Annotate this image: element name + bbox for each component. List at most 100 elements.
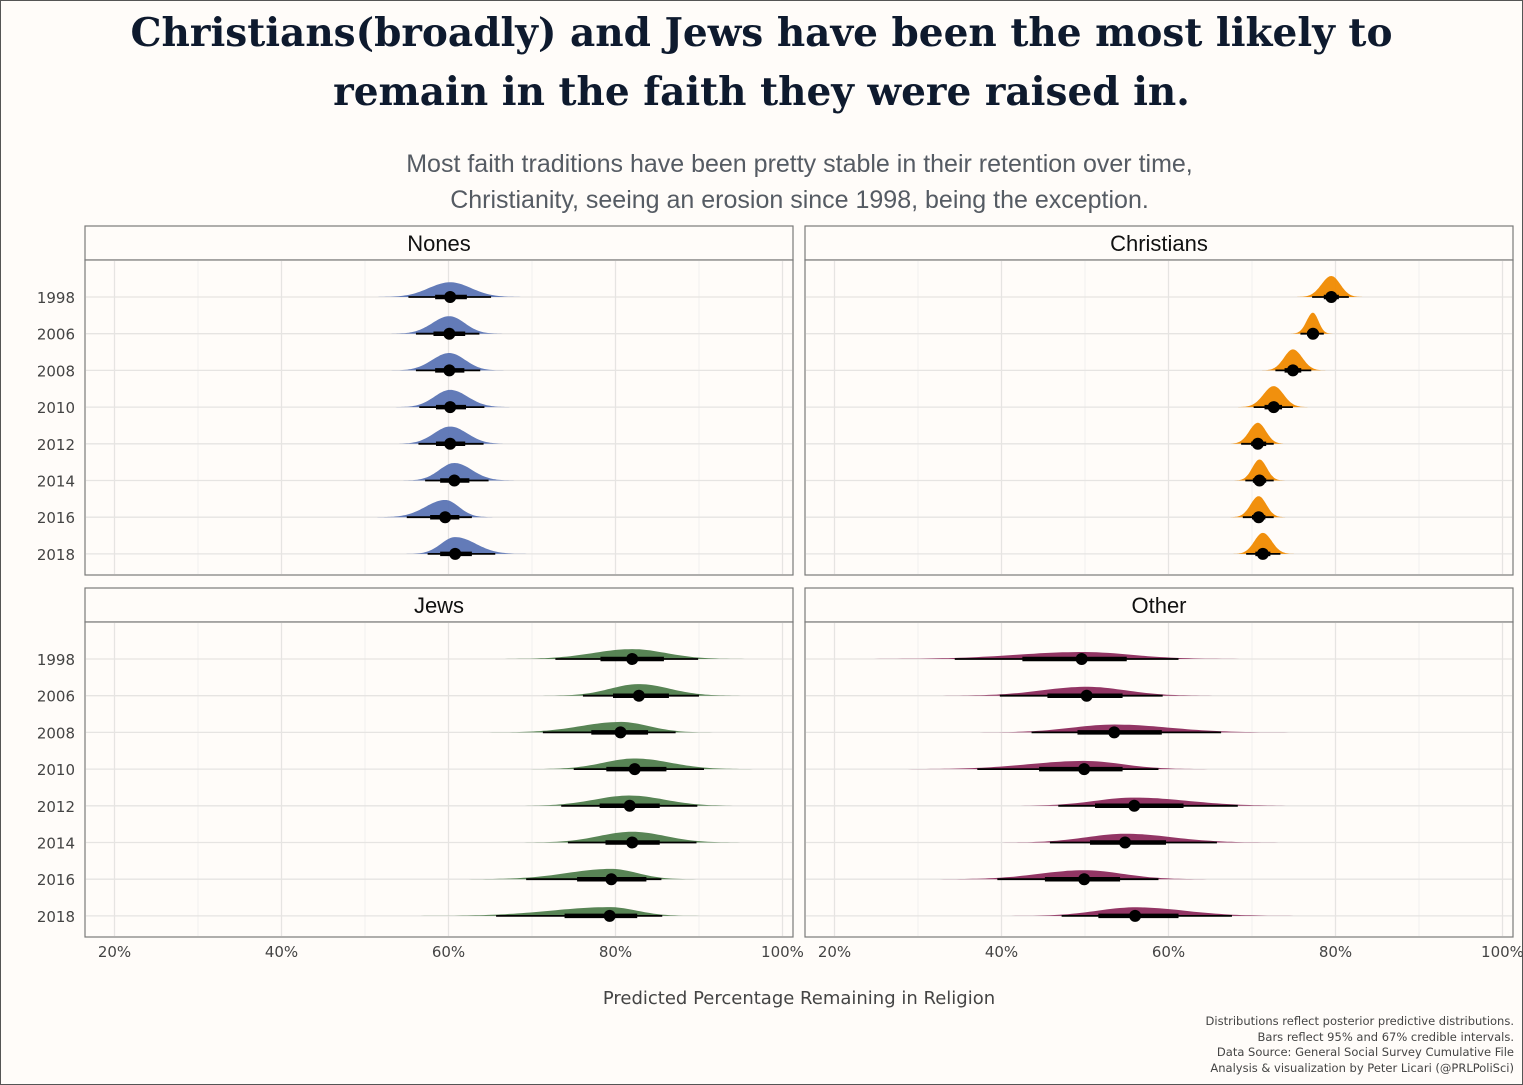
chart-title-line-2: remain in the faith they were raised in. <box>333 69 1190 115</box>
median-point-2008 <box>443 364 456 377</box>
y-tick-label: 2008 <box>37 724 75 742</box>
median-point-2008 <box>1108 726 1121 739</box>
median-point-2006 <box>1306 327 1319 340</box>
density-2018 <box>985 907 1333 916</box>
median-point-1998 <box>1325 291 1338 303</box>
median-point-2010 <box>444 401 457 414</box>
caption-line-3: Data Source: General Social Survey Cumul… <box>1216 1045 1514 1059</box>
density-2010 <box>510 758 777 770</box>
median-point-2018 <box>603 909 616 922</box>
density-2014 <box>1230 459 1289 481</box>
chart-caption: Distributions reflect posterior predicti… <box>1206 1014 1514 1076</box>
y-tick-label: 2016 <box>37 509 75 527</box>
chart-subtitle-line-1: Most faith traditions have been pretty s… <box>406 150 1193 178</box>
density-2008 <box>462 721 733 733</box>
median-point-2016 <box>605 873 618 886</box>
panel-strip-label: Other <box>1131 593 1186 618</box>
median-point-2006 <box>443 327 456 340</box>
panel-plot-area <box>804 621 1514 938</box>
density-2016 <box>437 868 714 880</box>
x-tick-label: 60% <box>1152 943 1185 961</box>
density-2016 <box>1226 496 1290 518</box>
panel-plot-area <box>804 259 1514 576</box>
panel-other: Other 20% 40% 60% 80% 100% <box>804 587 1523 961</box>
panel-nones: Nones 1998 2006 2008 2010 2012 2014 2016 2018 <box>37 225 794 576</box>
median-point-2010 <box>628 763 641 776</box>
median-point-1998 <box>444 291 457 303</box>
median-point-2016 <box>1078 873 1091 886</box>
density-2016 <box>366 500 500 518</box>
y-tick-label: 2008 <box>37 362 75 380</box>
panel-strip <box>84 225 794 261</box>
panel-christians: Christians <box>804 225 1514 576</box>
chart-subtitle: Most faith traditions have been pretty s… <box>76 146 1523 218</box>
panel-jews: Jews 1998 2006 2008 2010 2012 2014 2016 2018 20% 4… <box>37 587 804 961</box>
panel-strip-label: Jews <box>414 593 464 618</box>
x-tick-label: 100% <box>761 943 804 961</box>
density-2014 <box>971 833 1313 843</box>
density-2016 <box>906 870 1236 880</box>
median-point-2016 <box>1252 511 1265 524</box>
density-2006 <box>524 684 762 696</box>
y-tick-label: 2012 <box>37 798 75 816</box>
x-tick-label: 60% <box>432 943 465 961</box>
chart-title-line-1: Christians(broadly) and Jews have been t… <box>130 10 1393 56</box>
density-2012 <box>385 426 519 444</box>
median-point-2014 <box>1119 836 1132 849</box>
y-tick-label: 2006 <box>37 326 75 344</box>
median-point-2008 <box>1286 364 1299 377</box>
y-tick-label: 2018 <box>37 908 75 926</box>
median-point-2014 <box>626 836 639 849</box>
x-axis-title: Predicted Percentage Remaining in Religi… <box>603 988 995 1009</box>
median-point-1998 <box>1075 653 1088 665</box>
median-point-2018 <box>449 547 462 560</box>
density-2010 <box>1232 386 1313 408</box>
density-2012 <box>1223 422 1291 444</box>
y-tick-label: 2010 <box>37 761 75 779</box>
median-point-2014 <box>448 474 461 487</box>
median-point-2012 <box>444 437 457 450</box>
median-point-2012 <box>623 799 636 812</box>
median-point-2006 <box>632 689 645 702</box>
density-2018 <box>398 537 537 554</box>
y-tick-label: 1998 <box>37 651 75 669</box>
density-2006 <box>381 316 511 334</box>
x-tick-label: 20% <box>98 943 131 961</box>
x-tick-label: 100% <box>1481 943 1523 961</box>
y-tick-label: 2016 <box>37 871 75 889</box>
y-tick-label: 2006 <box>37 688 75 706</box>
density-2012 <box>979 797 1346 806</box>
chart-subtitle-line-2: Christianity, seeing an erosion since 19… <box>450 186 1149 214</box>
x-tick-label: 80% <box>1319 943 1352 961</box>
y-tick-label: 1998 <box>37 289 75 307</box>
density-2006 <box>909 686 1242 696</box>
density-2014 <box>394 463 525 481</box>
density-2018 <box>1228 532 1299 554</box>
panel-plot-area <box>84 621 794 938</box>
chart-title: Christians(broadly) and Jews have been t… <box>0 4 1523 122</box>
median-point-2010 <box>1267 401 1280 414</box>
y-tick-label: 2014 <box>37 835 75 853</box>
panel-strip-label: Nones <box>407 231 471 256</box>
density-2006 <box>1287 312 1336 334</box>
density-1998 <box>1292 276 1368 297</box>
median-point-2012 <box>1128 799 1141 812</box>
y-tick-label: 2012 <box>37 436 75 454</box>
caption-line-1: Distributions reflect posterior predicti… <box>1205 1014 1514 1028</box>
median-point-2006 <box>1080 689 1093 702</box>
density-2008 <box>1257 349 1331 371</box>
median-point-2012 <box>1251 437 1264 450</box>
median-point-2014 <box>1253 474 1266 487</box>
x-tick-label: 40% <box>985 943 1018 961</box>
median-point-2010 <box>1078 763 1091 776</box>
panel-plot-area <box>84 259 794 576</box>
panel-strip-label: Christians <box>1110 231 1208 256</box>
density-1998 <box>365 282 534 297</box>
median-point-2018 <box>1129 909 1142 922</box>
density-2008 <box>381 353 513 371</box>
median-point-1998 <box>626 653 639 665</box>
x-tick-label: 80% <box>599 943 632 961</box>
y-tick-label: 2014 <box>37 473 75 491</box>
y-tick-label: 2018 <box>37 546 75 564</box>
